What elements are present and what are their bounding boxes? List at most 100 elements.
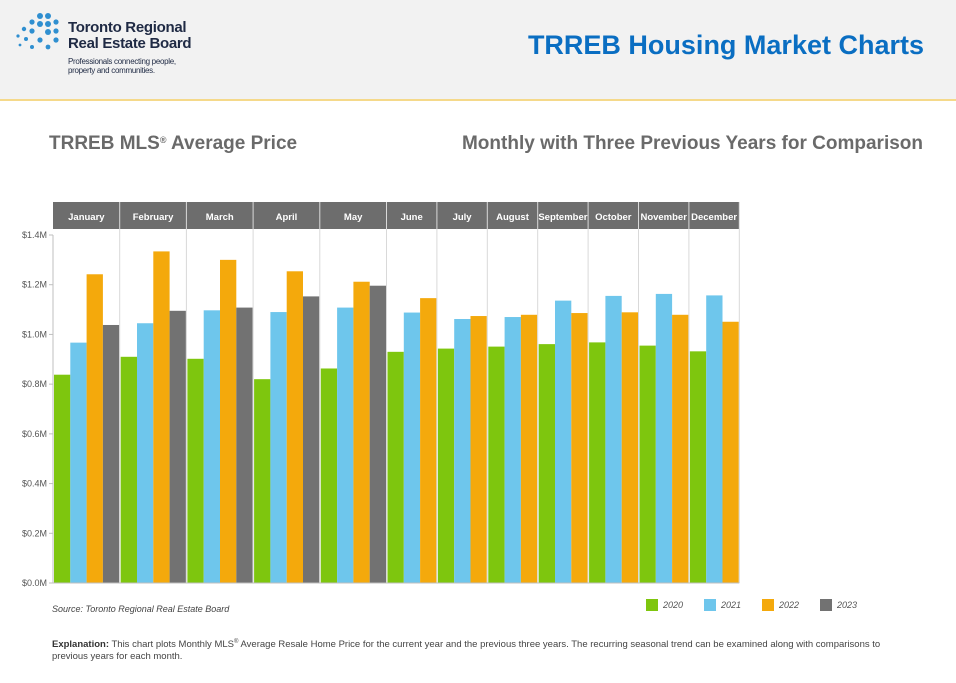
month-label: January [68,212,105,223]
logo-tagline-line1: Professionals connecting people, [68,57,176,66]
month-header [487,202,538,229]
bar-2022 [722,321,739,583]
month-label: March [206,212,234,223]
bar-2022 [153,251,170,584]
bar-2022 [420,298,437,583]
logo-wordmark: Toronto Regional Real Estate Board [68,20,208,52]
bar-2021 [504,317,521,583]
bar-2023 [102,324,120,583]
header-banner: Toronto Regional Real Estate Board Profe… [0,0,956,101]
month-label: June [401,212,423,223]
chart-title-main: TRREB MLS [49,133,160,154]
bar-2021 [555,300,572,583]
month-header [537,202,589,229]
y-tick-label: $1.2M [22,280,47,290]
bar-2020 [639,345,656,583]
bar-2021 [403,312,421,583]
average-price-bar-chart: $0.0M $0.2M $0.4M $0.6M $0.8M $1.0M $1.2M $1.4M… [22,202,740,588]
chart-title-rest: Average Price [166,133,298,154]
explanation-text-1: This chart plots Monthly MLS [109,639,234,651]
month-header [253,202,320,229]
bar-2022 [571,313,588,583]
logo-name-line1: Toronto Regional [68,19,187,36]
bar-2022 [220,259,237,583]
month-header [386,202,437,229]
y-tick-label: $0.0M [22,578,47,588]
trreb-logo-icon [16,13,59,50]
page-title: TRREB Housing Market Charts [527,30,924,60]
month-header [186,202,254,229]
bar-2020 [254,379,271,583]
month-label: February [133,212,174,223]
month-header [53,202,120,229]
month-label: August [496,212,530,223]
legend-label: 2023 [837,600,858,610]
month-label: July [453,212,473,223]
bar-2021 [137,323,154,583]
bar-2023 [303,296,320,583]
y-tick-label: $0.8M [22,379,47,389]
month-header [119,202,187,229]
month-header [588,202,639,229]
bar-2020 [538,344,555,583]
chart-subtitle: Monthly with Three Previous Years for Co… [461,133,923,154]
legend-label: 2022 [779,600,800,610]
legend-label: 2021 [721,600,742,610]
month-label: October [595,212,632,223]
month-label: April [276,212,298,223]
legend-swatch [762,599,774,611]
bar-2022 [470,316,487,583]
y-tick-label: $1.0M [22,329,47,339]
bar-2021 [337,307,354,583]
month-header [436,202,488,229]
bar-2021 [454,319,471,583]
legend-swatch [820,599,832,611]
month-label: September [538,212,587,223]
month-label: May [344,212,363,223]
chart-explanation: Explanation: This chart plots Monthly ML… [52,636,912,663]
explanation-text-2: Average Resale Home Price for the curren… [52,639,881,663]
bar-2023 [236,307,253,583]
bar-2020 [120,356,137,583]
month-header [688,202,740,229]
logo-tagline-line2: property and communities. [68,66,155,75]
explanation-registered-mark: ® [233,639,239,645]
bar-2021 [70,342,87,583]
bar-2021 [655,293,673,583]
legend-swatch [646,599,658,611]
bar-2022 [286,271,303,583]
logo-tagline: Professionals connecting people, propert… [68,57,198,75]
month-label: November [640,212,687,223]
bar-2023 [169,310,186,583]
month-label: December [691,212,737,223]
bar-2020 [187,358,204,583]
y-tick-label: $1.4M [22,230,47,240]
bar-2020 [689,351,707,583]
bar-2023 [369,285,386,583]
month-header [319,202,387,229]
bar-2022 [86,274,103,583]
explanation-label: Explanation: [52,639,110,651]
bar-2020 [320,368,338,583]
y-tick-label: $0.6M [22,429,47,439]
logo-name-line2: Real Estate Board [68,35,192,52]
bar-2022 [672,314,689,583]
legend-swatch [704,599,716,611]
bar-2020 [54,374,71,583]
y-tick-label: $0.2M [22,528,47,538]
bar-2020 [589,342,606,583]
bar-2020 [387,351,404,583]
chart-title: TRREB MLS® Average Price [49,133,297,155]
bar-2021 [270,312,287,583]
chart-source: Source: Toronto Regional Real Estate Boa… [52,604,230,614]
bar-2022 [520,314,538,583]
bar-2022 [353,281,370,583]
month-header [638,202,689,229]
bar-2021 [605,295,622,583]
bar-2020 [437,348,455,583]
y-tick-label: $0.4M [22,479,47,489]
bar-2021 [706,295,723,583]
bar-2020 [488,346,505,583]
registered-mark: ® [159,135,167,145]
bar-2022 [621,312,638,583]
